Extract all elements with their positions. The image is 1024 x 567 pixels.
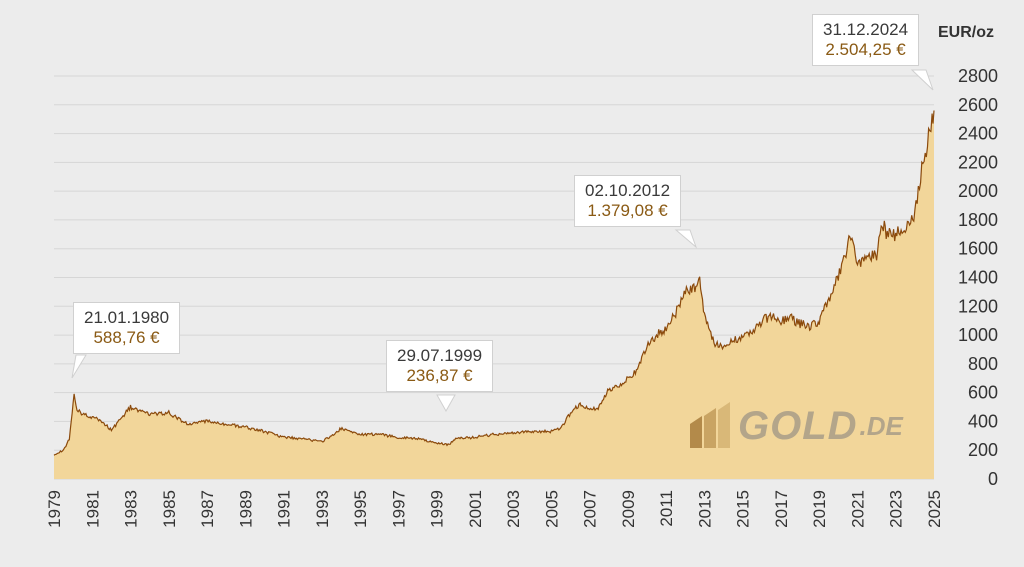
gold-bars-icon (690, 402, 730, 448)
annotation-price: 2.504,25 € (825, 40, 906, 59)
x-tick-label: 2015 (734, 490, 753, 528)
y-tick-label: 1400 (958, 268, 998, 288)
annotation-price: 1.379,08 € (587, 201, 668, 220)
y-tick-label: 2600 (958, 95, 998, 115)
x-tick-label: 2001 (466, 490, 485, 528)
x-tick-label: 1989 (236, 490, 255, 528)
x-tick-label: 1997 (389, 490, 408, 528)
logo-suffix: .DE (859, 410, 903, 441)
x-tick-label: 1987 (198, 490, 217, 528)
x-tick-label: 1993 (313, 490, 332, 528)
annotation-date: 21.01.1980 (84, 308, 170, 327)
y-tick-label: 200 (968, 440, 998, 460)
x-tick-label: 1979 (45, 490, 64, 528)
x-tick-label: 2021 (848, 490, 867, 528)
annotation-2024: 31.12.2024 2.504,25 € (812, 14, 920, 66)
x-tick-label: 2019 (810, 490, 829, 528)
y-axis-unit-label: EUR/oz (938, 24, 994, 41)
x-tick-label: 2025 (925, 490, 944, 528)
y-tick-label: 600 (968, 383, 998, 403)
x-tick-label: 2003 (504, 490, 523, 528)
x-tick-label: 1999 (428, 490, 447, 528)
y-tick-label: 1000 (958, 325, 998, 345)
y-tick-label: 2000 (958, 181, 998, 201)
x-tick-label: 2011 (657, 490, 676, 527)
x-tick-label: 1985 (160, 490, 179, 528)
annotation-date: 02.10.2012 (585, 181, 671, 200)
price-area-fill (54, 110, 934, 479)
y-tick-label: 2200 (958, 152, 998, 172)
x-tick-label: 2009 (619, 490, 638, 528)
x-tick-label: 2007 (581, 490, 600, 528)
x-tick-label: 1991 (275, 490, 294, 528)
y-tick-label: 1600 (958, 239, 998, 259)
annotation-date: 29.07.1999 (397, 346, 483, 365)
logo-text: GOLD (738, 403, 858, 448)
x-tick-label: 1983 (122, 490, 141, 528)
y-tick-label: 1200 (958, 296, 998, 316)
grid-lines (54, 75, 934, 480)
y-tick-label: 0 (988, 469, 998, 489)
annotation-2012: 02.10.2012 1.379,08 € (574, 175, 682, 227)
y-tick-label: 2400 (958, 124, 998, 144)
annotation-price: 236,87 € (406, 366, 473, 385)
x-tick-label: 2017 (772, 490, 791, 528)
x-tick-label: 1981 (83, 490, 102, 528)
y-axis-ticks: 0 200 400 600 800 1000 1200 1400 1600 1800 2000 220… (958, 66, 998, 489)
y-tick-label: 1800 (958, 210, 998, 230)
y-tick-label: 400 (968, 411, 998, 431)
gold-de-logo: GOLD .DE (686, 402, 903, 450)
annotation-price: 588,76 € (93, 328, 160, 347)
x-tick-label: 2005 (542, 490, 561, 528)
annotation-1980: 21.01.1980 588,76 € (73, 302, 181, 354)
price-series-line (53, 110, 935, 456)
annotation-1999: 29.07.1999 236,87 € (386, 340, 494, 392)
x-tick-label: 2023 (887, 490, 906, 528)
y-tick-label: 800 (968, 354, 998, 374)
y-tick-label: 2800 (958, 66, 998, 86)
annotation-date: 31.12.2024 (823, 20, 909, 39)
x-tick-label: 2013 (695, 490, 714, 528)
x-axis-ticks: 1979 1981 1983 1985 1987 1989 1991 1993 1995 1997… (45, 490, 944, 528)
x-tick-label: 1995 (351, 490, 370, 528)
